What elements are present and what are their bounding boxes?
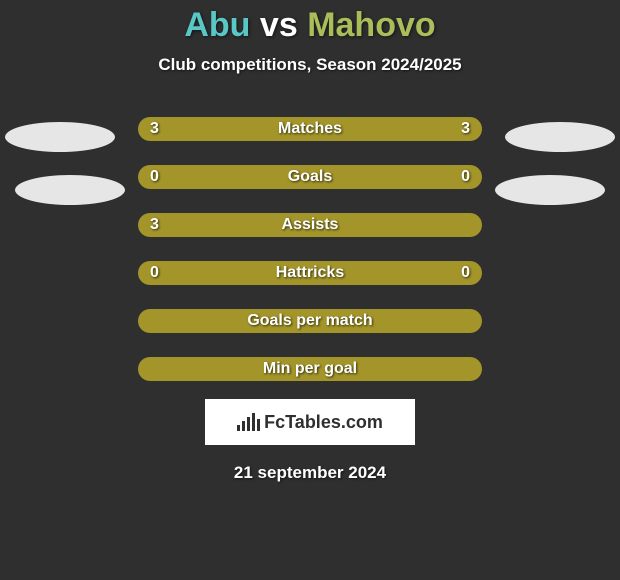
- stat-label: Matches: [278, 120, 342, 138]
- stat-label: Min per goal: [263, 360, 357, 378]
- stat-label: Assists: [282, 216, 339, 234]
- comparison-title: Abu vs Mahovo: [0, 0, 620, 45]
- logo-text: FcTables.com: [264, 412, 383, 433]
- stat-bar: Min per goal: [138, 357, 482, 381]
- vs-word: vs: [260, 6, 298, 44]
- stat-right-value: 0: [461, 168, 470, 186]
- stat-label: Hattricks: [276, 264, 344, 282]
- player-b-avatar-placeholder-2: [495, 175, 605, 205]
- stat-bar: 0 Hattricks 0: [138, 261, 482, 285]
- player-a-avatar-placeholder-2: [15, 175, 125, 205]
- player-a-name: Abu: [184, 6, 250, 44]
- stats-rows: 3 Matches 3 0 Goals 0 3 Assists 0 Hattri…: [0, 117, 620, 381]
- stat-left-value: 3: [150, 216, 159, 234]
- stat-bar: Goals per match: [138, 309, 482, 333]
- stat-left-value: 0: [150, 264, 159, 282]
- stat-left-value: 3: [150, 120, 159, 138]
- fctables-logo[interactable]: FcTables.com: [205, 399, 415, 445]
- season-subtitle: Club competitions, Season 2024/2025: [0, 55, 620, 75]
- player-b-avatar-placeholder-1: [505, 122, 615, 152]
- stat-right-value: 3: [461, 120, 470, 138]
- bar-chart-icon: [237, 413, 260, 431]
- stat-right-value: 0: [461, 264, 470, 282]
- stat-bar: 3 Assists: [138, 213, 482, 237]
- snapshot-date: 21 september 2024: [0, 463, 620, 483]
- stat-bar: 0 Goals 0: [138, 165, 482, 189]
- stat-label: Goals: [288, 168, 332, 186]
- player-a-avatar-placeholder-1: [5, 122, 115, 152]
- stat-left-value: 0: [150, 168, 159, 186]
- player-b-name: Mahovo: [307, 6, 435, 44]
- stat-bar: 3 Matches 3: [138, 117, 482, 141]
- stat-label: Goals per match: [247, 312, 372, 330]
